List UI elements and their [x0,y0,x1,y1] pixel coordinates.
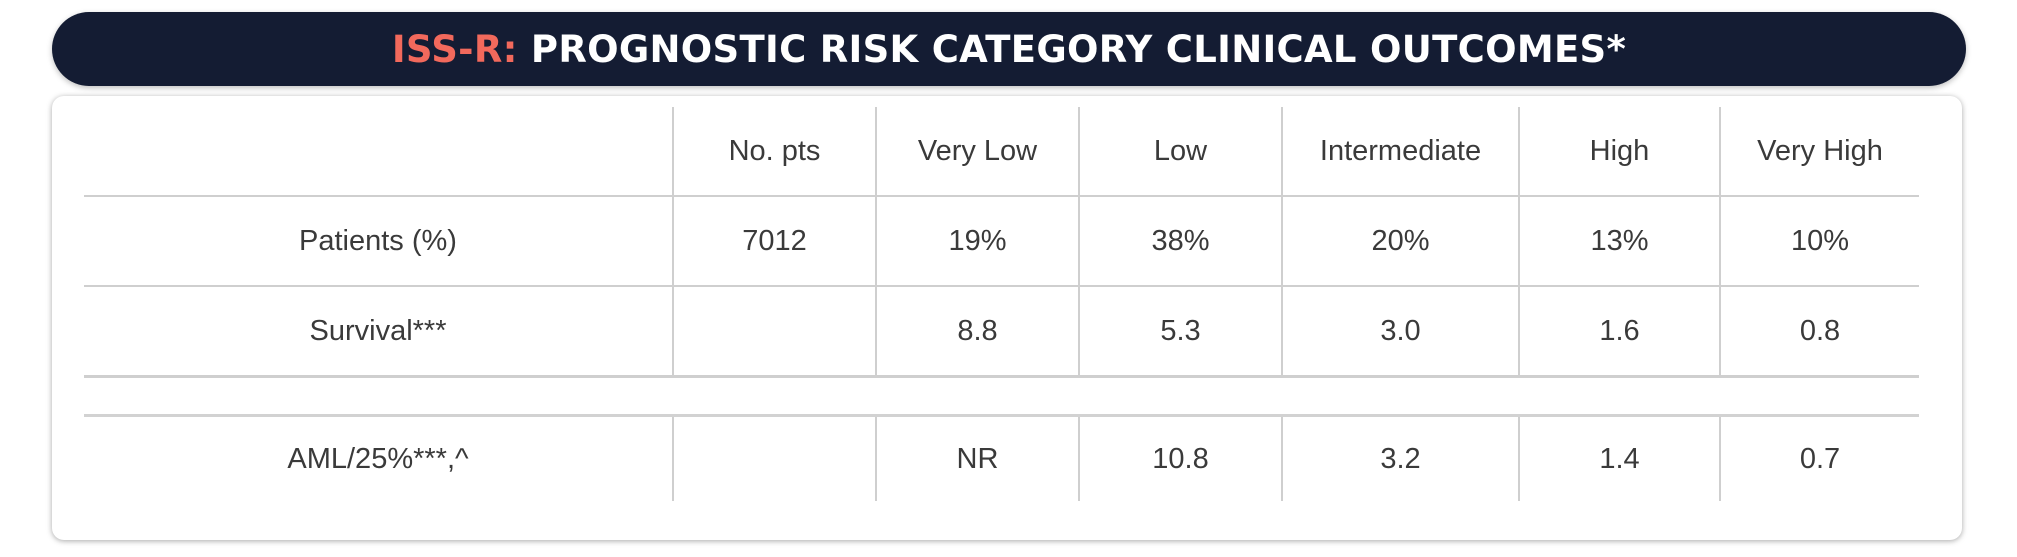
row-label: AML/25%***,^ [287,442,469,475]
cell-intermediate: 20% [1281,196,1519,287]
cell-very-high: 0.8 [1719,286,1919,378]
header-cell-very-low: Very Low [875,107,1079,197]
cell-low: 38% [1078,196,1282,287]
cell-intermediate: 3.0 [1281,286,1519,378]
row-label: Patients (%) [84,196,673,287]
outcomes-card: No. pts Very Low Low Intermediate High V… [52,96,1962,540]
header-cell-low: Low [1078,107,1282,197]
header-cell-very-high: Very High [1719,107,1919,197]
banner-prefix: ISS-R: [391,27,518,71]
table-row-patients: Patients (%) 7012 19% 38% 20% 13% 10% [84,196,1919,287]
cell-no-pts: 7012 [672,196,876,287]
cell-no-pts [672,415,876,501]
cell-high: 1.4 [1518,415,1720,501]
cell-low: 5.3 [1078,286,1282,378]
cell-low: 10.8 [1078,415,1282,501]
table-row-survival: Survival*** 8.8 5.3 3.0 1.6 0.8 [84,286,1919,378]
header-cell-high: High [1518,107,1720,197]
cell-very-low: NR [875,415,1079,501]
banner-title-text: PROGNOSTIC RISK CATEGORY CLINICAL OUTCOM… [530,27,1627,71]
cell-high: 13% [1518,196,1720,287]
header-cell-empty [84,107,673,197]
title-banner: ISS-R: PROGNOSTIC RISK CATEGORY CLINICAL… [52,12,1966,86]
table-row-aml: AML/25%***,^ NR 10.8 3.2 1.4 0.7 [84,415,1919,501]
cell-very-high: 0.7 [1719,415,1919,501]
row-label: Survival*** [84,286,673,378]
cell-intermediate: 3.2 [1281,415,1519,501]
outcomes-table: No. pts Very Low Low Intermediate High V… [84,107,1919,501]
banner-title: ISS-R: PROGNOSTIC RISK CATEGORY CLINICAL… [392,28,1626,71]
table-spacer-row [84,376,1919,417]
cell-very-high: 10% [1719,196,1919,287]
cell-high: 1.6 [1518,286,1720,378]
cell-very-low: 19% [875,196,1079,287]
header-cell-intermediate: Intermediate [1281,107,1519,197]
header-cell-no-pts: No. pts [672,107,876,197]
cell-very-low: 8.8 [875,286,1079,378]
table-header-row: No. pts Very Low Low Intermediate High V… [84,107,1919,197]
spacer-cell [84,376,1919,417]
cell-no-pts [672,286,876,378]
